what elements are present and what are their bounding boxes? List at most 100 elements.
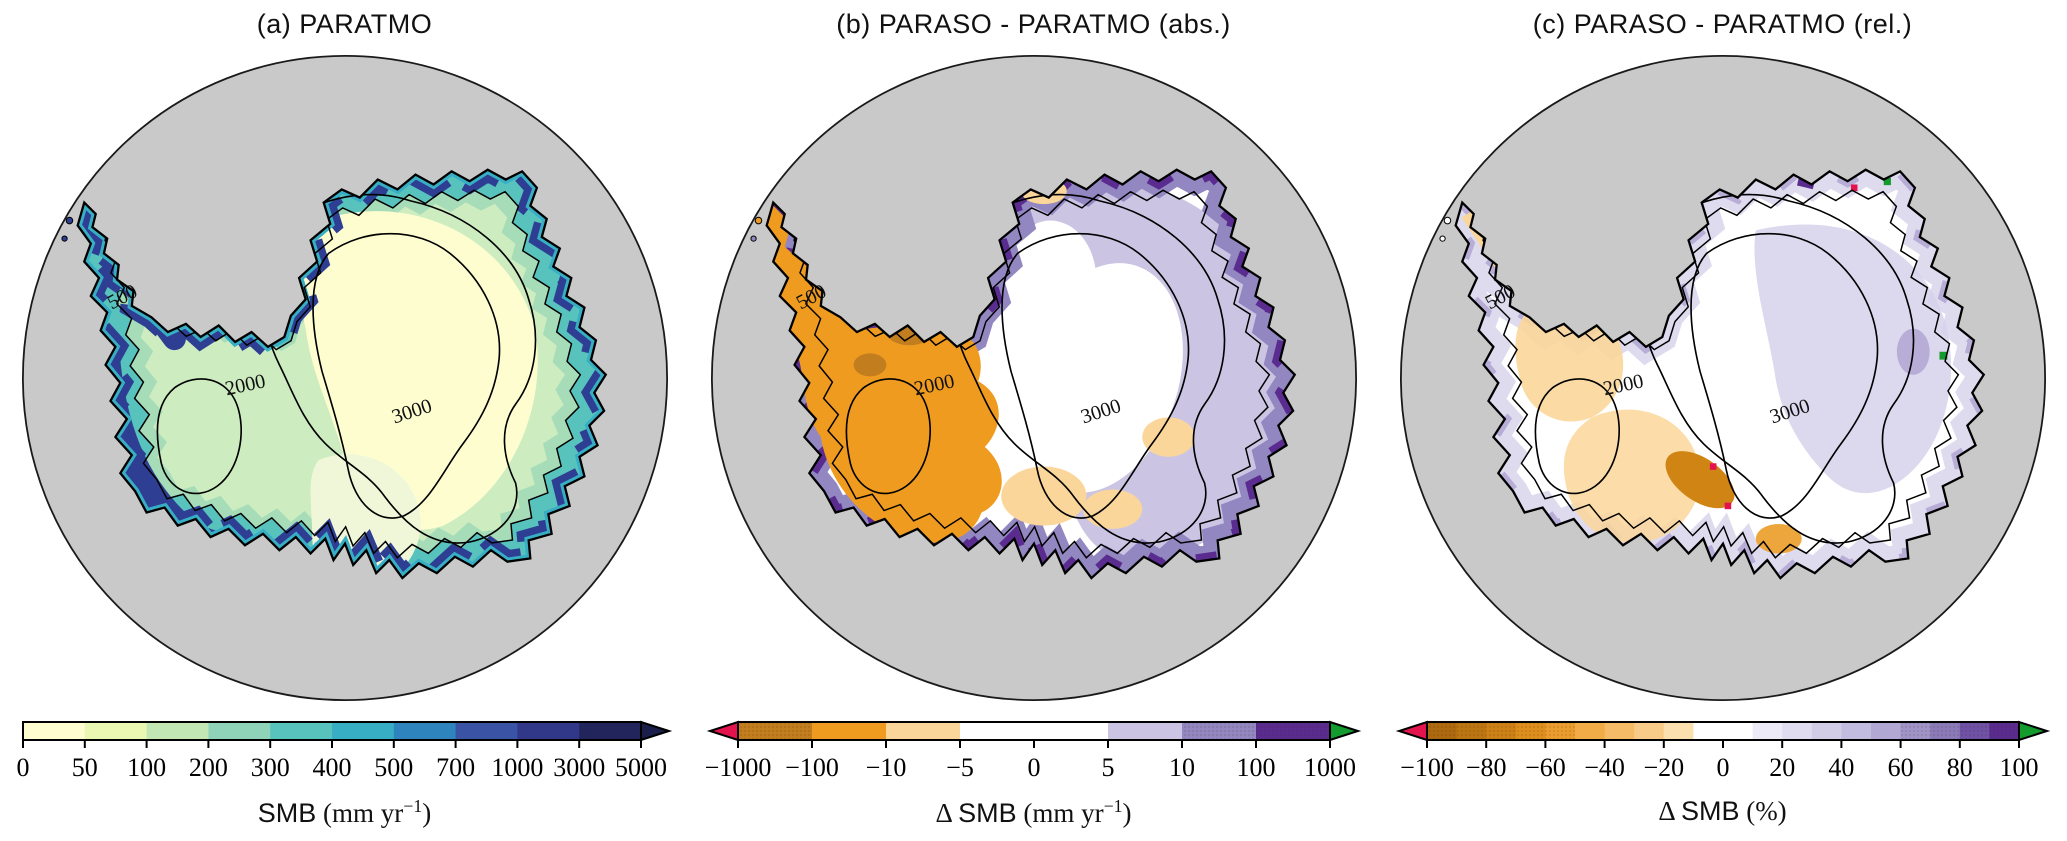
colorbar-segment-stipple [1900,722,1931,740]
colorbar-label-run: (mm yr [1016,797,1104,828]
colorbar-segment [146,722,209,740]
colorbar-segment-stipple [1426,722,1457,740]
colorbar-tick-label: 40 [1828,753,1854,782]
colorbar-segment [22,722,85,740]
colorbar-segment [578,722,641,740]
colorbar-label-run: (mm yr [316,797,404,828]
colorbar-tick-label: 500 [374,753,413,782]
island [1443,216,1451,225]
panel-b: (b) PARASO - PARATMO (abs.) 500 2000 [689,0,1378,841]
colorbar-tick-label: −100 [785,753,839,782]
island [749,235,757,242]
colorbar-segment [1811,722,1842,740]
colorbar-tick-label: 0 [16,753,29,782]
colorbar-tick-label: 200 [188,753,227,782]
colorbar-segment [1574,722,1605,740]
island [1438,235,1446,242]
island [60,235,68,242]
colorbar-tick-label: −10 [865,753,906,782]
panel-c: (c) PARASO - PARATMO (rel.) [1378,0,2067,841]
colorbar-segment [1870,722,1901,740]
colorbar-segment [1604,722,1635,740]
colorbar-right-arrow [2017,720,2050,742]
colorbar-label-run: Δ [1658,796,1681,826]
antarctica-map-dsmb-rel: 500 2000 3000 [1399,55,2046,701]
colorbar-segment-stipple [1929,722,1960,740]
colorbar-tick-label: −60 [1525,753,1566,782]
colorbar-tick-label: 700 [436,753,475,782]
colorbar-dsmb-abs: −1000 −100 −10 −5 0 5 10 100 1000 [704,720,1361,782]
colorbar-label-dsmb-rel: Δ SMB (%) [1378,796,2067,827]
colorbar-segment-stipple [1515,722,1546,740]
island [754,216,762,225]
panel-a-title: (a) PARATMO [256,9,433,39]
colorbar-tick-label: −20 [1643,753,1684,782]
antarctica-map-smb: 500 2000 3000 [21,55,668,701]
colorbar-segment [84,722,147,740]
colorbar-label-run: Δ [935,797,959,828]
colorbar-segment [1663,722,1694,740]
colorbar-segment [1107,722,1182,740]
colorbar-label-run: SMB [958,797,1017,828]
colorbar-label-run: (%) [1739,796,1787,826]
antarctica-map-dsmb-abs: 500 2000 3000 [710,55,1357,701]
colorbar-segment-stipple [1544,722,1575,740]
colorbar-tick-label: 400 [312,753,351,782]
colorbar-tick-label: 3000 [553,753,605,782]
colorbar-tick-label: 300 [250,753,289,782]
colorbar-tick-label: −5 [946,753,974,782]
colorbar-tick-label: −40 [1584,753,1625,782]
colorbar-dsmb-rel: −100 −80 −60 −40 −20 0 20 40 60 80 100 [1395,720,2050,782]
colorbar-tick-label: 1000 [1304,753,1356,782]
colorbar-segment [207,722,271,740]
colorbar-segment-stipple [737,722,812,740]
colorbar-tick-label: −1000 [704,753,771,782]
colorbar-smb: 0 50 100 200 300 400 500 700 1000 3000 5000 [16,720,672,782]
colorbar-segment [1781,722,1812,740]
colorbar-segment-stipple [1456,722,1487,740]
colorbar-right-arrow [1328,720,1361,742]
colorbar-segment [1752,722,1783,740]
colorbar-segment-stipple [1181,722,1256,740]
colorbar-segment [269,722,332,740]
colorbar-segment [1692,722,1723,740]
colorbar-segment [811,722,886,740]
colorbar-tick-label: −100 [1400,753,1454,782]
panel-c-title: (c) PARASO - PARATMO (rel.) [1532,9,1913,39]
colorbar-label-dsmb-abs: Δ SMB (mm yr−1) [689,796,1378,829]
colorbar-label-run: SMB [257,797,317,828]
colorbar-segment [885,722,960,740]
colorbar-tick-label: 0 [1027,753,1040,782]
colorbar-label-run: −1 [1103,796,1123,816]
colorbar-tick-label: 5 [1101,753,1114,782]
colorbar-segment-stipple [1255,722,1330,740]
colorbar-label-smb: SMB (mm yr−1) [0,796,689,829]
colorbar-segment [516,722,580,740]
colorbar-segment [1033,722,1108,740]
colorbar-segment [393,722,456,740]
colorbar-tick-label: 10 [1169,753,1195,782]
colorbar-segment [1633,722,1664,740]
colorbar-segment [455,722,518,740]
colorbar-tick-label: 20 [1769,753,1795,782]
colorbar-tick-label: 5000 [615,753,667,782]
colorbar-tick-label: 50 [71,753,97,782]
colorbar-tick-label: 1000 [491,753,543,782]
colorbar-tick-label: 80 [1946,753,1972,782]
colorbar-tick-label: 100 [127,753,166,782]
panel-a: (a) PARATMO 500 2000 3000 0 50 100 200 300 [0,0,689,841]
colorbar-segment [331,722,394,740]
colorbar-segment [959,722,1034,740]
colorbar-left-arrow [1395,720,1428,742]
colorbar-label-run: ) [422,797,432,828]
colorbar-label-run: ) [1122,797,1132,828]
colorbar-tick-label: 100 [1999,753,2038,782]
island [65,216,73,225]
colorbar-tick-label: 60 [1887,753,1913,782]
colorbar-tick-label: −80 [1465,753,1506,782]
colorbar-label-run: SMB [1680,796,1740,826]
colorbar-tick-label: 100 [1236,753,1275,782]
colorbar-segment-stipple [1485,722,1516,740]
colorbar-segment-stipple [1959,722,1990,740]
